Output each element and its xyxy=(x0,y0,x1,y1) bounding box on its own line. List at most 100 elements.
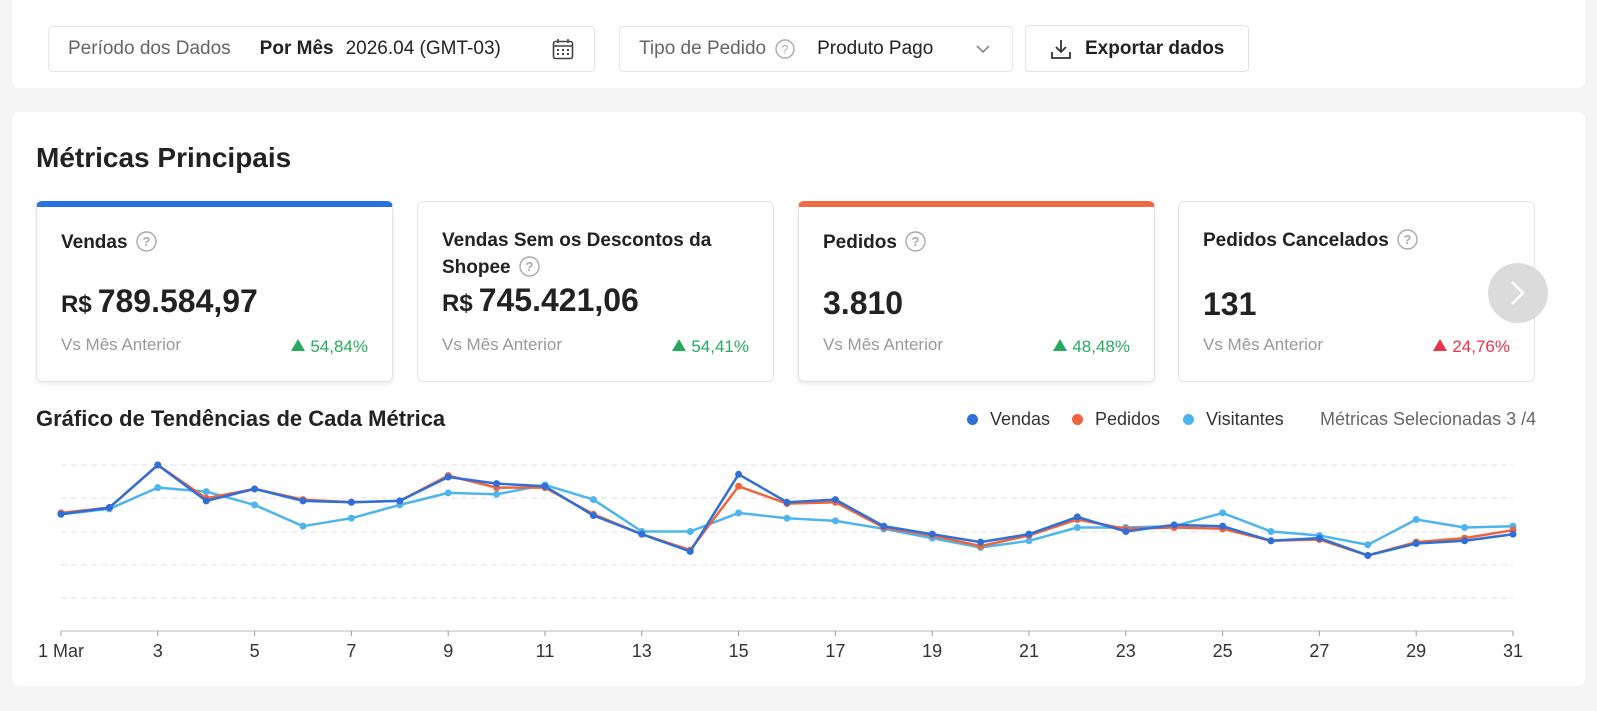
data-point-visitantes xyxy=(1364,541,1372,549)
chevron-down-icon xyxy=(976,45,990,54)
card-title-wrap: Pedidos? xyxy=(823,229,926,256)
data-point-vendas xyxy=(1315,534,1323,542)
card-title-line1: Vendas Sem os Descontos da xyxy=(442,230,712,251)
page-title: Métricas Principais xyxy=(36,142,292,173)
delta-badge: 54,41% xyxy=(672,337,749,357)
data-point-visitantes xyxy=(831,517,839,525)
data-point-visitantes xyxy=(1461,524,1469,532)
x-tick-label: 31 xyxy=(1503,641,1523,661)
data-point-vendas xyxy=(1025,530,1033,538)
help-icon[interactable]: ? xyxy=(775,39,795,59)
card-title-wrap: Vendas Sem os Descontos da Shopee? xyxy=(442,227,711,281)
series-line-pedidos xyxy=(60,463,1514,557)
data-point-vendas xyxy=(1122,528,1130,535)
data-point-vendas xyxy=(396,497,404,505)
x-tick-label: 11 xyxy=(536,641,555,661)
export-label: Exportar dados xyxy=(1085,37,1225,59)
amount: 789.584,97 xyxy=(97,283,258,319)
legend-item-pedidos[interactable]: Pedidos xyxy=(1072,409,1160,430)
period-mode: Por Mês xyxy=(259,38,334,59)
svg-text:?: ? xyxy=(1403,232,1411,247)
export-data-button[interactable]: Exportar dados xyxy=(1025,25,1249,72)
main-metrics-panel: Métricas Principais Vendas? R$ 789.584,97… xyxy=(12,112,1585,686)
data-point-vendas xyxy=(1461,537,1469,545)
data-point-vendas xyxy=(251,485,259,493)
data-point-visitantes xyxy=(1025,537,1033,545)
delta-value: 54,84% xyxy=(310,337,368,356)
data-point-vendas xyxy=(977,538,985,546)
x-tick-label: 15 xyxy=(729,641,749,661)
x-tick-label: 9 xyxy=(443,641,453,661)
metric-card-pedidos-cancelados[interactable]: Pedidos Cancelados? 131 Vs Mês Anterior … xyxy=(1178,201,1535,382)
delta-badge: 24,76% xyxy=(1433,337,1510,357)
data-point-visitantes xyxy=(154,484,162,492)
data-point-vendas xyxy=(444,473,452,481)
data-point-vendas xyxy=(1170,521,1178,529)
svg-text:?: ? xyxy=(911,234,919,249)
metric-card-vendas[interactable]: Vendas? R$ 789.584,97 Vs Mês Anterior 54,… xyxy=(36,201,393,382)
card-title: Vendas xyxy=(61,232,128,253)
data-point-vendas xyxy=(735,470,743,478)
metric-card-vendas-sem-descontos[interactable]: Vendas Sem os Descontos da Shopee? R$ 745… xyxy=(417,201,774,382)
legend-item-vendas[interactable]: Vendas xyxy=(967,409,1050,430)
data-point-vendas xyxy=(1509,530,1517,538)
metric-card-pedidos[interactable]: Pedidos? 3.810 Vs Mês Anterior 48,48% xyxy=(798,201,1155,382)
calendar-icon[interactable] xyxy=(552,38,574,60)
x-tick-label: 17 xyxy=(825,641,845,661)
filter-bar: Período dos Dados Por Mês 2026.04 (GMT-0… xyxy=(12,0,1585,88)
data-point-vendas xyxy=(1219,522,1227,530)
currency: R$ xyxy=(442,290,473,317)
card-title: Pedidos Cancelados xyxy=(1203,230,1389,251)
help-icon[interactable]: ? xyxy=(135,231,157,252)
series-line-vendas xyxy=(60,463,1514,557)
data-point-pedidos xyxy=(735,482,743,490)
data-point-visitantes xyxy=(1073,524,1081,532)
data-point-vendas xyxy=(493,480,501,488)
data-point-visitantes xyxy=(589,496,597,504)
help-icon[interactable]: ? xyxy=(905,231,926,252)
order-type-value: Produto Pago xyxy=(817,38,934,59)
x-tick-label: 5 xyxy=(250,641,260,661)
legend-dot xyxy=(1072,414,1083,425)
card-title-wrap: Vendas? xyxy=(61,229,157,256)
trend-chart-title: Gráfico de Tendências de Cada Métrica xyxy=(36,406,446,431)
period-value: 2026.04 (GMT-03) xyxy=(345,38,501,59)
data-point-visitantes xyxy=(1219,509,1227,517)
carousel-next-button[interactable] xyxy=(1488,263,1548,323)
data-point-visitantes xyxy=(686,528,694,535)
delta-value: 24,76% xyxy=(1452,337,1510,356)
data-point-vendas xyxy=(154,461,162,469)
triangle-up-icon xyxy=(1053,339,1068,351)
data-point-vendas xyxy=(783,498,791,506)
data-point-vendas xyxy=(880,522,888,530)
period-label: Período dos Dados xyxy=(68,38,231,59)
triangle-up-icon xyxy=(1433,339,1448,351)
card-value: R$ 789.584,97 xyxy=(61,283,258,320)
legend-item-visitantes[interactable]: Visitantes xyxy=(1183,409,1284,430)
card-title-line2: Shopee xyxy=(442,257,511,278)
data-point-vendas xyxy=(928,530,936,538)
compare-label: Vs Mês Anterior xyxy=(61,335,181,354)
help-icon[interactable]: ? xyxy=(518,256,540,277)
delta-value: 54,41% xyxy=(691,337,749,356)
help-icon[interactable]: ? xyxy=(1397,229,1418,250)
data-point-vendas xyxy=(638,530,646,538)
selected-metrics-count[interactable]: Métricas Selecionadas 3 /4 xyxy=(1320,409,1537,429)
data-point-visitantes xyxy=(251,501,259,509)
data-point-visitantes xyxy=(299,522,307,530)
data-point-vendas xyxy=(1364,551,1372,559)
x-tick-label: 21 xyxy=(1019,641,1039,661)
data-point-vendas xyxy=(1267,537,1275,545)
svg-text:?: ? xyxy=(782,43,789,57)
order-type-label: Tipo de Pedido xyxy=(639,38,767,59)
card-value: 131 xyxy=(1203,286,1256,323)
data-point-vendas xyxy=(347,498,355,506)
data-point-vendas xyxy=(1412,539,1420,547)
legend-label: Pedidos xyxy=(1095,409,1161,429)
order-type-dropdown[interactable]: Tipo de Pedido ? Produto Pago xyxy=(619,26,1013,72)
x-tick-label: 1 Mar xyxy=(38,641,84,661)
triangle-up-icon xyxy=(291,339,306,351)
period-selector[interactable]: Período dos Dados Por Mês 2026.04 (GMT-0… xyxy=(48,26,595,72)
card-value: R$ 745.421,06 xyxy=(442,282,639,319)
